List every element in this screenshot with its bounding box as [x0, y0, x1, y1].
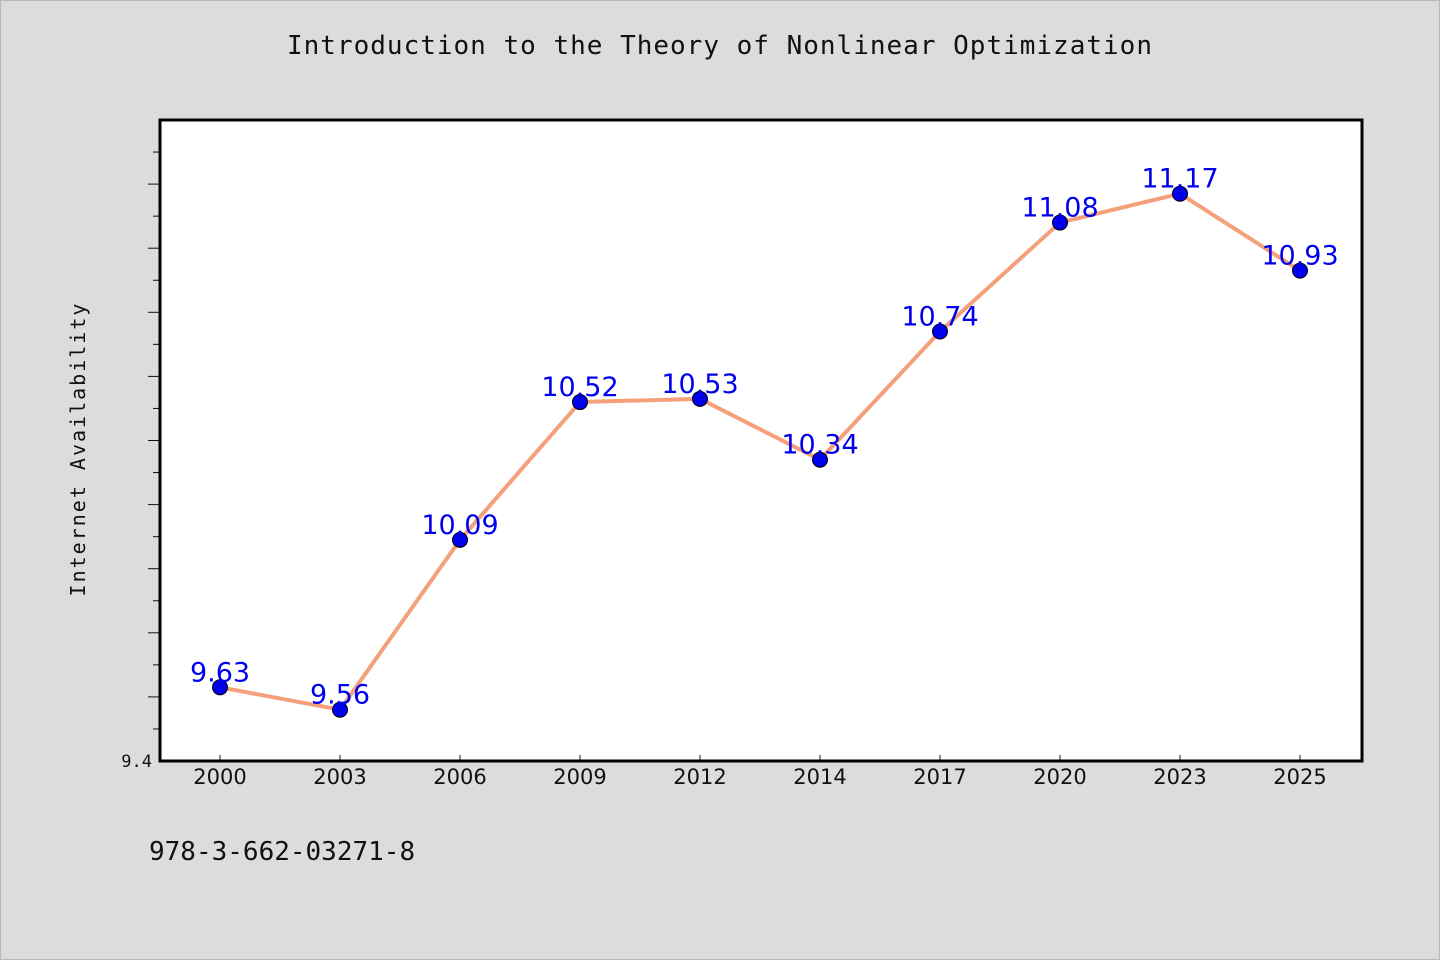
- data-label: 10.93: [1261, 241, 1338, 272]
- data-point: [812, 451, 828, 468]
- data-label: 10.34: [781, 430, 858, 461]
- x-axis: 2000 2003 2006 2009 2012 2014 2017 2020 2023 2025: [193, 755, 1327, 789]
- isbn-text: 978-3-662-03271-8: [149, 837, 416, 867]
- x-tick-label: 2017: [913, 765, 966, 789]
- data-label: 11.17: [1141, 164, 1218, 195]
- chart-title: Introduction to the Theory of Nonlinear …: [287, 31, 1153, 61]
- series-line: [218, 191, 1302, 712]
- data-label: 11.08: [1021, 193, 1098, 224]
- data-label: 9.63: [190, 657, 250, 688]
- data-point: [1052, 214, 1068, 231]
- data-label: 10.52: [541, 372, 618, 403]
- data-point: [1172, 185, 1188, 202]
- data-point: [332, 701, 348, 718]
- data-point: [212, 679, 228, 696]
- x-tick-label: 2000: [193, 765, 246, 789]
- x-tick-label: 2023: [1153, 765, 1206, 789]
- data-labels: 9.63 9.56 10.09 10.52 10.53 10.34 10.74 11.08 11…: [190, 164, 1339, 711]
- y-tick-label: 9.4: [121, 752, 152, 772]
- data-label: 10.09: [421, 510, 498, 541]
- x-tick-label: 2025: [1273, 765, 1326, 789]
- x-tick-label: 2012: [673, 765, 726, 789]
- data-label: 10.53: [661, 369, 738, 400]
- data-label: 9.56: [310, 680, 370, 711]
- x-tick-label: 2009: [553, 765, 606, 789]
- data-point: [572, 394, 588, 411]
- plot-area: [160, 120, 1362, 761]
- plot-frame: [158, 118, 1364, 763]
- y-ticks: [148, 151, 160, 730]
- x-tick-label: 2006: [433, 765, 486, 789]
- x-tick-label: 2014: [793, 765, 846, 789]
- data-label: 10.74: [901, 302, 978, 333]
- x-tick-label: 2020: [1033, 765, 1086, 789]
- data-point: [932, 323, 948, 340]
- markers: [212, 185, 1308, 718]
- data-point: [1292, 262, 1308, 279]
- data-point: [692, 390, 708, 407]
- data-point: [452, 531, 468, 548]
- x-tick-label: 2003: [313, 765, 366, 789]
